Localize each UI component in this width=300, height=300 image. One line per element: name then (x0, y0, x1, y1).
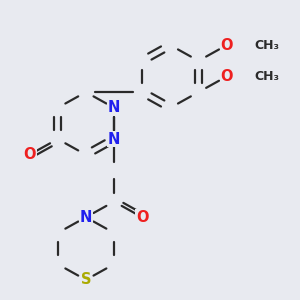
Text: O: O (136, 210, 148, 225)
Text: CH₃: CH₃ (255, 39, 280, 52)
Text: S: S (81, 272, 91, 287)
Text: CH₃: CH₃ (255, 70, 280, 83)
Text: N: N (108, 131, 120, 146)
Text: O: O (220, 38, 233, 53)
Text: N: N (80, 210, 92, 225)
Text: O: O (220, 69, 233, 84)
Text: O: O (23, 147, 36, 162)
Text: N: N (108, 100, 120, 115)
